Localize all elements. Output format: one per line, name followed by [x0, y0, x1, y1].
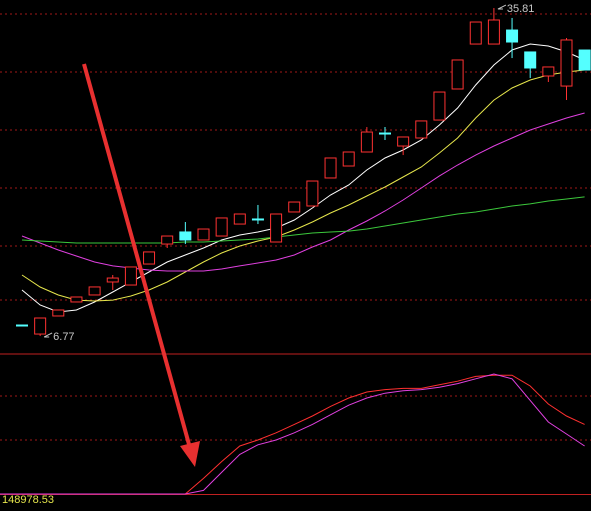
ma-line — [21, 69, 585, 302]
candle — [451, 59, 464, 90]
candle — [16, 324, 28, 327]
candle — [124, 266, 137, 286]
candle-body — [52, 309, 65, 317]
annotation-label: 6.77 — [53, 331, 74, 343]
candle-body — [379, 132, 391, 135]
annotation-pointer — [43, 332, 53, 338]
candle — [306, 180, 319, 207]
candle — [88, 286, 101, 296]
candle-body — [506, 29, 519, 43]
candle-body — [179, 231, 192, 241]
candle-body — [288, 201, 301, 213]
ma-line — [21, 196, 585, 244]
arrow-shaft — [82, 63, 192, 449]
candle-body — [16, 324, 28, 327]
candle-body — [397, 136, 410, 147]
candle — [379, 127, 391, 141]
candle-body — [161, 235, 174, 245]
candle-body — [233, 213, 246, 225]
candle — [215, 217, 228, 237]
indicator-line — [0, 373, 585, 495]
candle — [324, 157, 337, 179]
candle — [179, 222, 192, 245]
candle — [70, 296, 83, 303]
annotation-pointer — [497, 4, 507, 10]
candle-body — [270, 213, 283, 243]
indicator-panel — [0, 373, 585, 495]
candle-body — [88, 286, 101, 296]
candle-body — [324, 157, 337, 179]
ma-line — [21, 43, 585, 313]
indicator-value: 148978.53 — [2, 494, 54, 506]
price-panel: 35.81 6.77 — [16, 3, 591, 343]
candle-body — [487, 19, 500, 45]
candle-body — [251, 218, 264, 221]
candle — [143, 251, 156, 265]
candle — [469, 21, 482, 45]
candle-body — [451, 59, 464, 90]
candle — [415, 120, 428, 139]
candle — [578, 49, 591, 71]
candle-body — [360, 131, 373, 153]
candle-body — [542, 66, 555, 77]
candle — [524, 51, 537, 79]
candle — [487, 8, 500, 45]
arrow-head — [180, 441, 200, 467]
candle — [106, 274, 119, 291]
candle-body — [215, 217, 228, 237]
candle — [360, 127, 373, 153]
candle — [270, 213, 283, 243]
grid — [0, 13, 591, 441]
candle-body — [560, 39, 573, 87]
candle — [251, 204, 264, 225]
candle — [342, 151, 355, 167]
candle — [433, 91, 446, 121]
candle — [288, 201, 301, 213]
candle — [397, 136, 410, 156]
candle — [233, 213, 246, 225]
candle — [506, 17, 519, 59]
candle — [52, 309, 65, 317]
candle-body — [578, 49, 591, 71]
candle-body — [415, 120, 428, 139]
candle-body — [34, 317, 47, 335]
candle-body — [342, 151, 355, 167]
candle — [34, 317, 47, 336]
candle — [161, 235, 174, 248]
candle-body — [469, 21, 482, 45]
candle-body — [143, 251, 156, 265]
ma-line — [21, 112, 585, 272]
red-arrow — [82, 63, 200, 467]
annotation-label: 35.81 — [507, 3, 535, 15]
candle-body — [524, 51, 537, 69]
candle — [560, 37, 573, 100]
candle — [542, 66, 555, 82]
candle-body — [124, 266, 137, 286]
candle-body — [433, 91, 446, 121]
candle — [197, 228, 210, 241]
candle-body — [106, 277, 119, 283]
candle-body — [70, 296, 83, 303]
candle-body — [197, 228, 210, 241]
candle-body — [306, 180, 319, 207]
